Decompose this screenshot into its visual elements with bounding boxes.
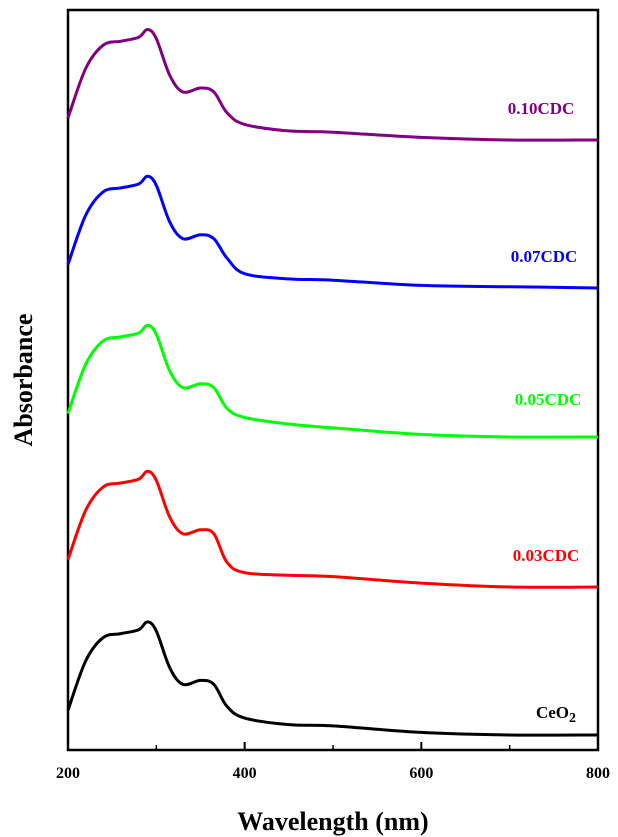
x-tick-label: 200 xyxy=(56,765,80,782)
plot-frame xyxy=(66,8,600,752)
series-label-0-05cdc: 0.05CDC xyxy=(515,390,582,409)
x-tick-label: 600 xyxy=(409,765,433,782)
series-line-0-05cdc xyxy=(66,323,599,439)
series-line-0-03cdc xyxy=(66,469,599,589)
series-line-0-07cdc xyxy=(66,174,599,290)
series-line-ceo2 xyxy=(66,620,599,737)
x-tick-label: 400 xyxy=(233,765,257,782)
x-axis-title: Wavelength (nm) xyxy=(237,807,428,836)
series-label-ceo2: CeO2 xyxy=(536,703,576,726)
x-tick-layer: 200 400 600 800 xyxy=(56,742,610,782)
series-label-0-07cdc: 0.07CDC xyxy=(511,247,578,266)
series-label-0-10cdc: 0.10CDC xyxy=(508,99,575,118)
x-tick-label: 800 xyxy=(586,765,610,782)
series-label-0-03cdc: 0.03CDC xyxy=(513,546,580,565)
y-axis-title: Absorbance xyxy=(9,314,38,447)
series-line-0-10cdc xyxy=(66,28,599,142)
series-label-layer: CeO2 0.03CDC 0.05CDC 0.07CDC 0.10CDC xyxy=(508,99,582,726)
series-layer xyxy=(66,28,599,737)
